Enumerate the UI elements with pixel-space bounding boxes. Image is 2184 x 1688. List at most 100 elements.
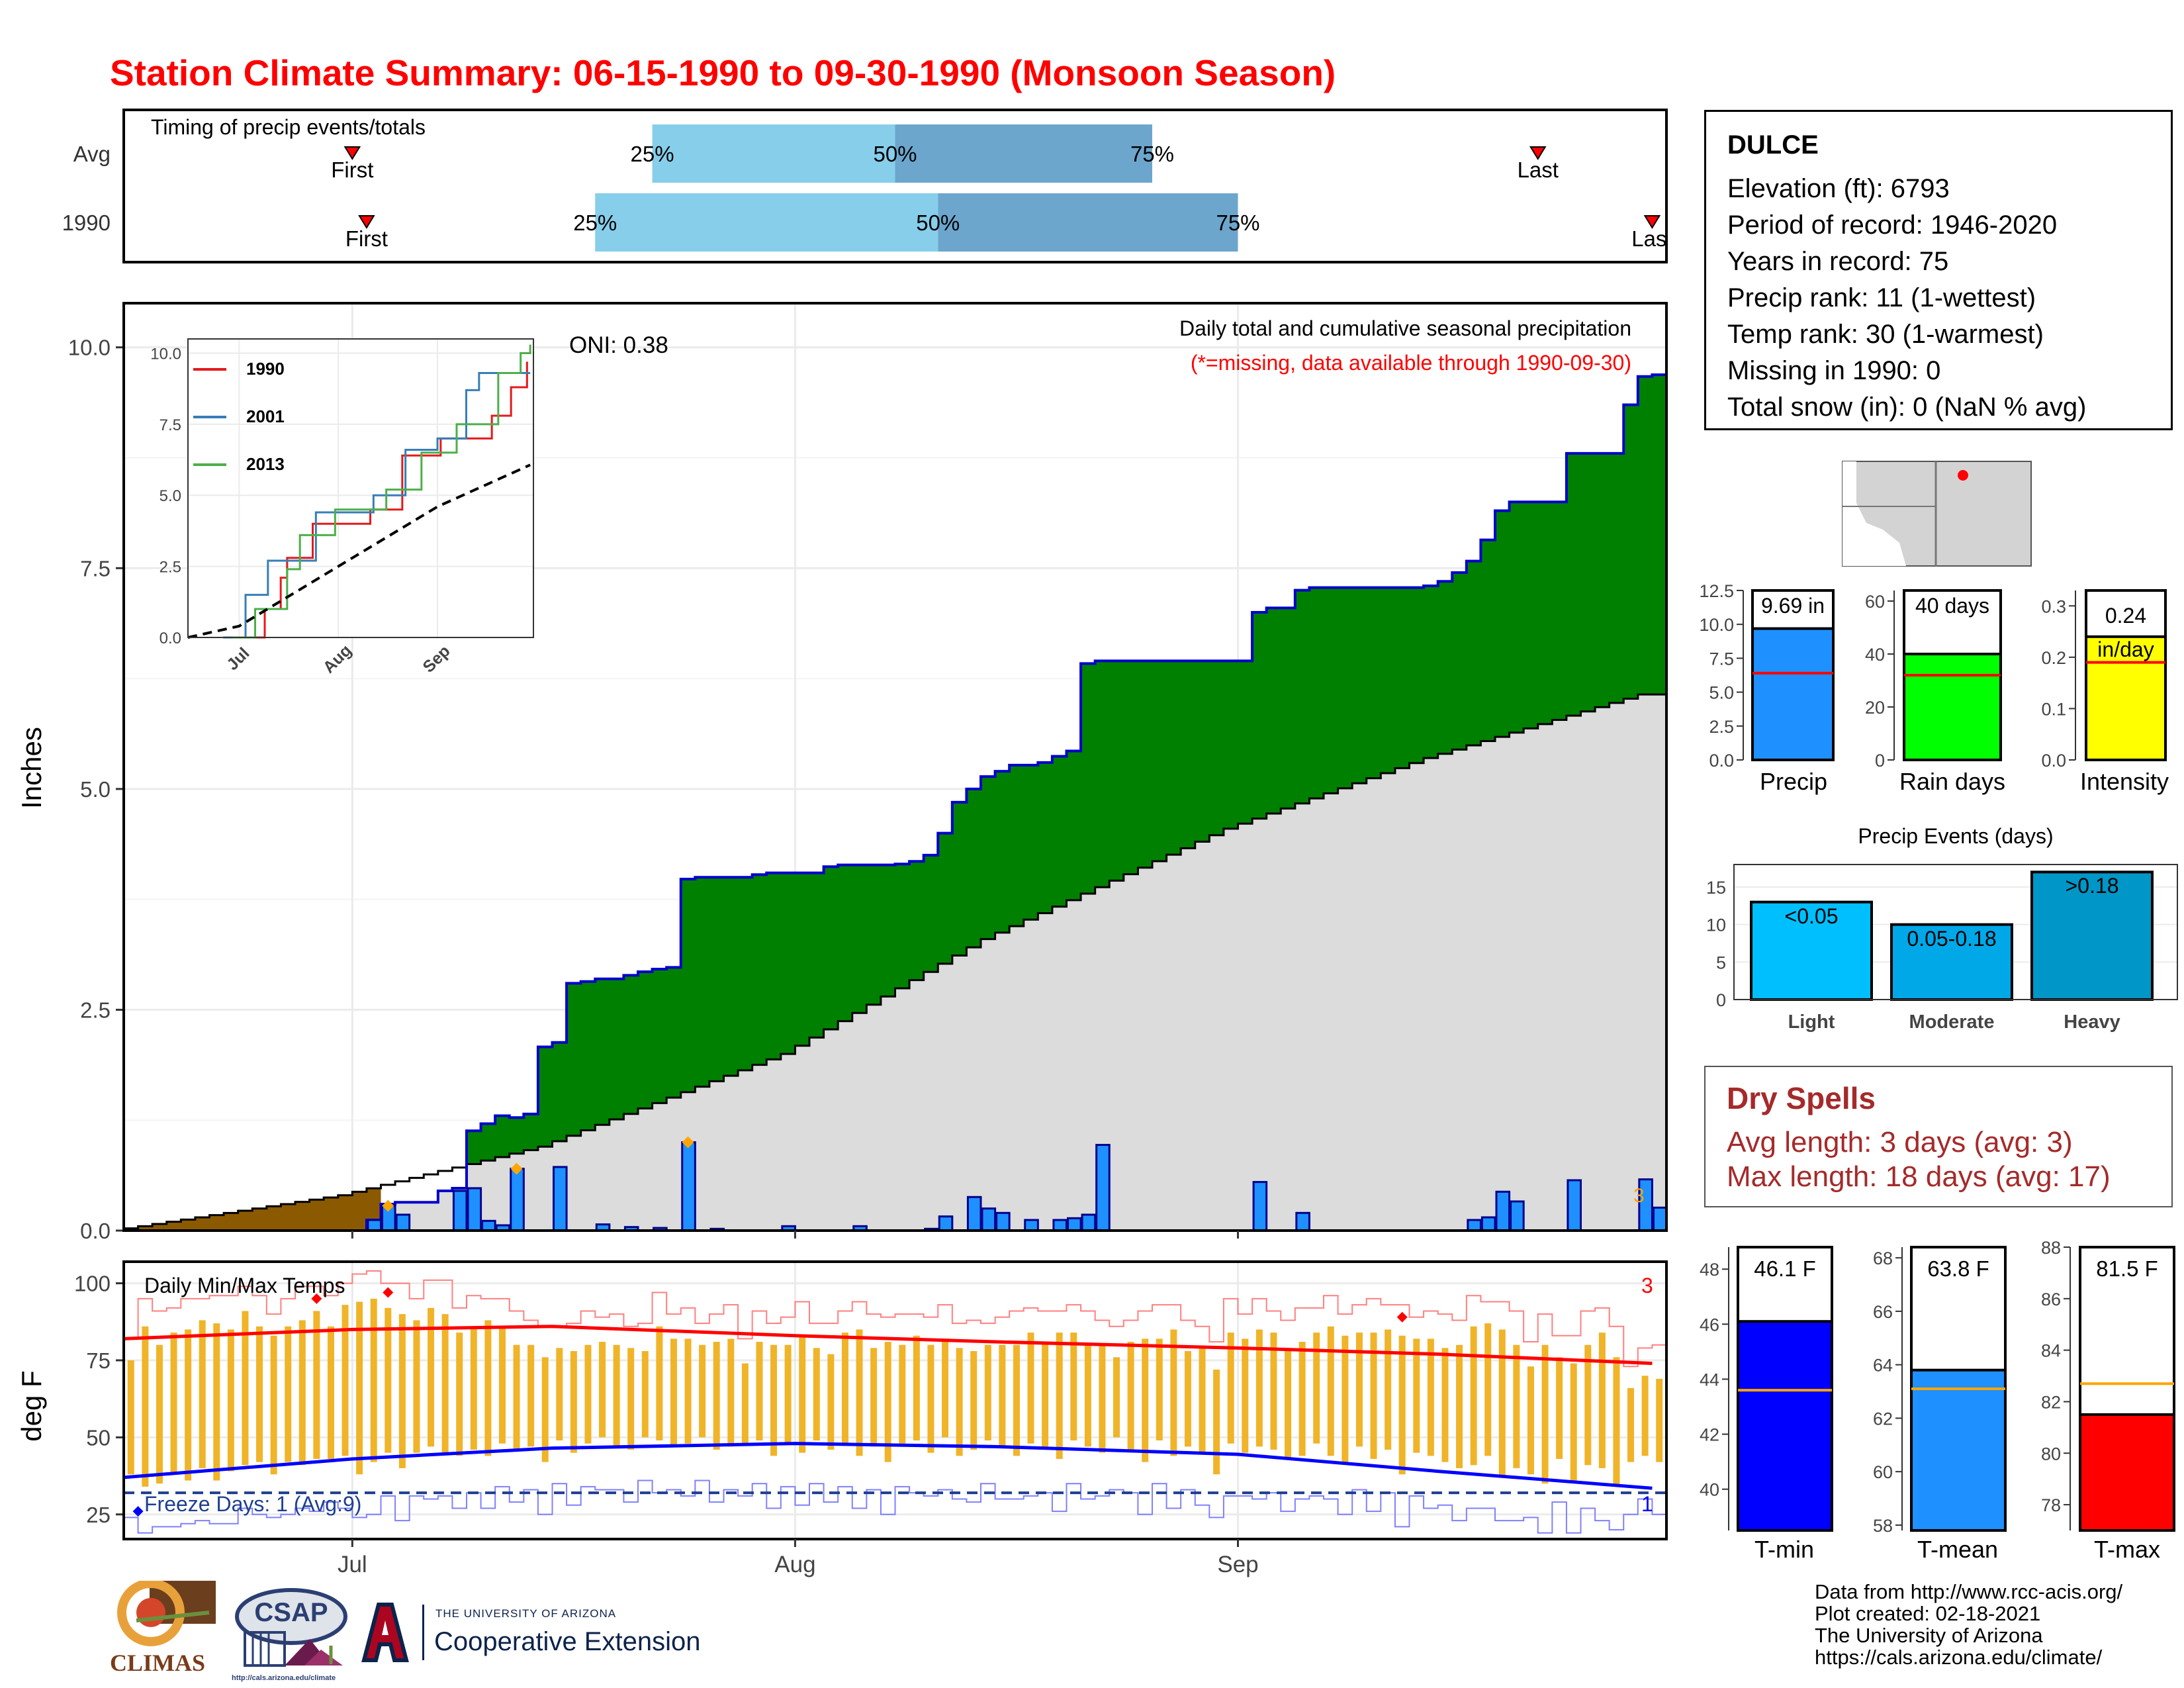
events-title: Precip Events (days) bbox=[1858, 824, 2054, 848]
daily-precip-bar bbox=[553, 1166, 568, 1232]
summary-ytick-label: 0 bbox=[1875, 751, 1885, 771]
climas-logo-mark bbox=[117, 1579, 216, 1646]
daily-temp-range-bar bbox=[1027, 1333, 1034, 1444]
inset-ytick-label: 5.0 bbox=[159, 487, 181, 505]
summary-ytick-label: 44 bbox=[1700, 1370, 1719, 1389]
daily-temp-range-bar bbox=[1513, 1344, 1520, 1468]
daily-temp-range-bar bbox=[227, 1329, 234, 1472]
footer-url: https://cals.arizona.edu/climate/ bbox=[1815, 1646, 2103, 1669]
daily-temp-range-bar bbox=[1598, 1333, 1606, 1468]
daily-temp-range-bar bbox=[513, 1344, 520, 1450]
events-ytick-label: 5 bbox=[1716, 953, 1726, 972]
last-event-marker bbox=[1643, 215, 1661, 229]
tmean-bar-text: 63.8 F bbox=[1927, 1256, 1989, 1281]
summary-ytick-label: 46 bbox=[1700, 1315, 1719, 1335]
daily-temp-range-bar bbox=[841, 1333, 848, 1444]
summary-ytick-label: 64 bbox=[1873, 1356, 1893, 1376]
daily-precip-bar bbox=[995, 1211, 1011, 1232]
daily-temp-range-bar bbox=[385, 1307, 392, 1453]
station-period: Period of record: 1946-2020 bbox=[1727, 211, 2058, 240]
daily-temp-range-bar bbox=[741, 1363, 749, 1444]
daily-temp-range-bar bbox=[856, 1329, 863, 1456]
cumulative-precip-line bbox=[124, 373, 1666, 1232]
timing-row-label: 1990 bbox=[62, 211, 111, 235]
daily-temp-range-bar bbox=[413, 1320, 420, 1453]
summary-bar-fill bbox=[1737, 1320, 1833, 1532]
daily-temp-range-bar bbox=[527, 1344, 535, 1447]
daily-precip-bar bbox=[1252, 1181, 1268, 1232]
temp-title: Daily Min/Max Temps bbox=[144, 1274, 345, 1297]
tmin-bar-label: T-min bbox=[1754, 1536, 1814, 1563]
daily-precip-bar bbox=[1467, 1219, 1482, 1232]
csap-logo-url: http://cals.arizona.edu/climate bbox=[232, 1674, 336, 1682]
daily-temp-range-bar bbox=[999, 1344, 1006, 1447]
daily-temp-range-bar bbox=[641, 1351, 649, 1438]
daily-temp-range-bar bbox=[1242, 1338, 1249, 1453]
daily-precip-bar bbox=[452, 1190, 468, 1232]
daily-temp-range-bar bbox=[1556, 1357, 1563, 1459]
temp-frame bbox=[122, 1260, 1668, 1540]
summary-ytick-label: 66 bbox=[1873, 1302, 1893, 1322]
timing-bar-upper bbox=[895, 124, 1152, 183]
summary-ytick-label: 20 bbox=[1865, 698, 1885, 718]
daily-temp-range-bar bbox=[1013, 1344, 1020, 1456]
daily-temp-range-bar bbox=[156, 1344, 163, 1484]
bar-label-raindays: Rain days bbox=[1899, 768, 2006, 795]
daily-temp-range-bar bbox=[256, 1326, 263, 1462]
daily-temp-range-bar bbox=[142, 1326, 149, 1487]
inset-ytick-label: 0.0 bbox=[159, 630, 181, 647]
page-title: Station Climate Summary: 06-15-1990 to 0… bbox=[110, 52, 1336, 93]
summary-ytick-label: 2.5 bbox=[1709, 717, 1734, 737]
xtick-label: Aug bbox=[774, 1552, 815, 1577]
footer-data-source: Data from http://www.rcc-acis.org/ bbox=[1815, 1580, 2123, 1603]
precip-ytick-label: 10.0 bbox=[68, 336, 111, 360]
precip-subtitle: Daily total and cumulative seasonal prec… bbox=[1179, 316, 1631, 340]
inset-legend-label: 2001 bbox=[246, 406, 285, 426]
daily-precip-bar bbox=[1510, 1200, 1525, 1232]
daily-precip-bar bbox=[1095, 1144, 1111, 1232]
station-precip-rank: Precip rank: 11 (1-wettest) bbox=[1727, 283, 2036, 312]
daily-temp-range-bar bbox=[213, 1323, 220, 1481]
summary-bar-fill bbox=[2079, 1413, 2175, 1532]
first-event-marker bbox=[358, 215, 375, 229]
daily-precip-bar bbox=[1024, 1219, 1039, 1232]
summary-ytick-label: 0.2 bbox=[2041, 648, 2066, 668]
daily-temp-range-bar bbox=[470, 1326, 477, 1450]
daily-temp-range-bar bbox=[984, 1344, 991, 1441]
daily-temp-range-bar bbox=[1385, 1329, 1392, 1450]
summary-ytick-label: 10.0 bbox=[1699, 615, 1734, 635]
daily-temp-range-bar bbox=[498, 1326, 506, 1444]
timing-clip-mask bbox=[1668, 110, 1694, 262]
avg-tmin-line bbox=[123, 1442, 1653, 1490]
summary-ytick-label: 0.1 bbox=[2041, 699, 2066, 719]
temp-ytick-label: 50 bbox=[86, 1425, 111, 1450]
summary-ytick-label: 88 bbox=[2041, 1238, 2061, 1258]
daily-temp-range-bar bbox=[270, 1335, 277, 1475]
daily-temp-range-bar bbox=[1056, 1333, 1063, 1459]
csap-logo-mark bbox=[235, 1588, 347, 1667]
daily-precip-bar bbox=[938, 1215, 954, 1232]
daily-temp-range-bar bbox=[127, 1360, 134, 1475]
summary-ytick-label: 5.0 bbox=[1709, 683, 1734, 703]
timing-bar-lower bbox=[595, 193, 938, 252]
inset-series-2001 bbox=[223, 372, 531, 639]
daily-temp-range-bar bbox=[1255, 1329, 1263, 1447]
inset-frame bbox=[187, 338, 534, 638]
record-high-envelope bbox=[124, 1270, 1666, 1368]
timing-p50-label: 50% bbox=[916, 211, 960, 235]
daily-temp-range-bar bbox=[556, 1348, 563, 1441]
daily-precip-bar bbox=[1495, 1190, 1511, 1232]
footer-created: Plot created: 02-18-2021 bbox=[1815, 1602, 2041, 1625]
summary-ytick-label: 68 bbox=[1873, 1248, 1893, 1268]
freeze-label: Freeze Days: 1 (Avg:9) bbox=[144, 1492, 362, 1516]
daily-temp-range-bar bbox=[656, 1326, 663, 1441]
summary-bar-fill bbox=[2085, 635, 2167, 761]
record-low-envelope bbox=[124, 1479, 1666, 1534]
daily-precip-bar bbox=[1652, 1206, 1668, 1232]
event-text-light: <0.05 bbox=[1784, 904, 1839, 928]
tmax-bar-label: T-max bbox=[2093, 1536, 2160, 1563]
locator-map-edge bbox=[1843, 461, 1906, 566]
daily-precip-bar bbox=[510, 1168, 525, 1232]
summary-ytick-label: 40 bbox=[1865, 645, 1885, 665]
